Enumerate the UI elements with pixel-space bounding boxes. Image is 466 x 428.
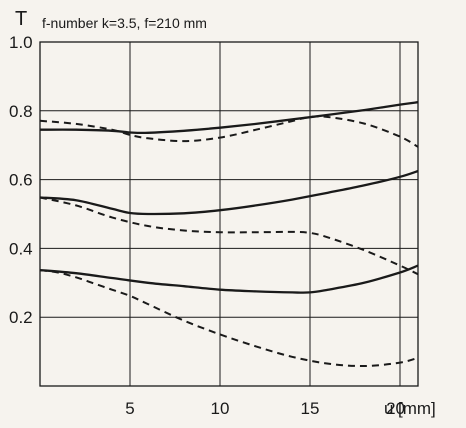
x-tick-label: 10 <box>211 399 230 418</box>
x-axis-unit: [mm] <box>398 399 436 418</box>
y-tick-label: 0.8 <box>9 102 33 121</box>
series-line-4-dashed <box>39 196 419 276</box>
chart-title: f-number k=3.5, f=210 mm <box>42 15 207 31</box>
series-line-3-solid <box>39 169 419 216</box>
grid-lines <box>40 42 418 386</box>
y-tick-labels: 0.2 0.4 0.6 0.8 1.0 <box>9 33 33 327</box>
series-line-6-dashed <box>39 269 419 368</box>
x-tick-labels: 5 10 15 20 <box>125 399 405 418</box>
y-tick-label: 0.2 <box>9 308 33 327</box>
y-tick-label: 0.6 <box>9 171 33 190</box>
plot-frame <box>39 41 419 387</box>
x-tick-label: 15 <box>301 399 320 418</box>
x-tick-label: 20 <box>386 399 405 418</box>
y-tick-label: 0.4 <box>9 239 33 258</box>
series-line-1-solid <box>39 101 419 135</box>
series-line-5-solid <box>39 264 419 294</box>
x-tick-label: 5 <box>125 399 134 418</box>
series-group <box>39 101 419 368</box>
x-axis-variable: u <box>384 399 393 418</box>
series-line-2-dashed <box>39 115 419 148</box>
y-tick-label: 1.0 <box>9 33 33 52</box>
y-axis-label: T <box>15 8 27 30</box>
